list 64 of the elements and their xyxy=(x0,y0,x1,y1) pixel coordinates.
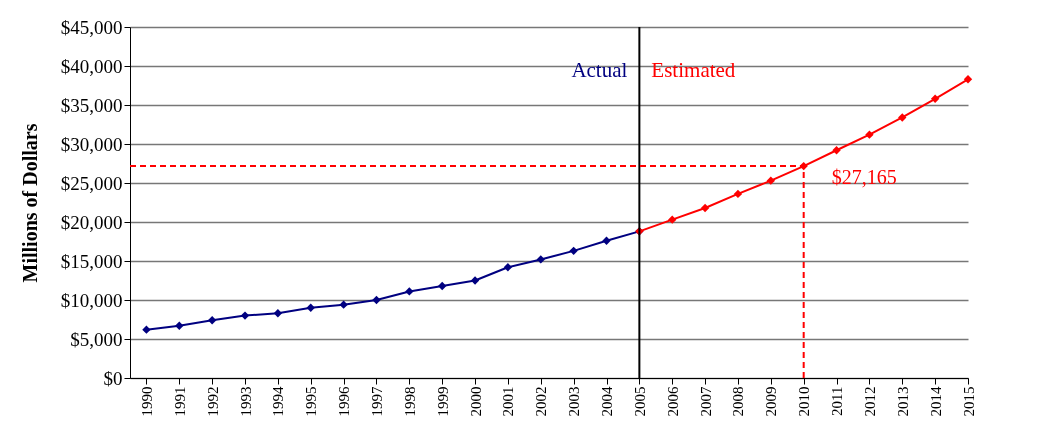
x-tick-label: 2003 xyxy=(566,386,583,417)
point xyxy=(536,255,545,264)
x-tick-label: 2001 xyxy=(500,386,517,417)
point xyxy=(142,325,151,334)
point xyxy=(832,146,841,155)
point xyxy=(898,113,907,122)
x-tick-label: 2015 xyxy=(960,386,977,417)
x-tick-label: 1996 xyxy=(336,386,353,417)
point xyxy=(733,189,743,199)
y-tick-label: $25,000 xyxy=(60,172,123,194)
point xyxy=(240,311,250,320)
y-tick-label: $40,000 xyxy=(60,55,123,77)
y-tick-label: $5,000 xyxy=(70,328,123,350)
y-tick-label: $20,000 xyxy=(60,211,123,233)
y-tick-label: $45,000 xyxy=(60,16,123,38)
point xyxy=(372,295,381,305)
point xyxy=(700,203,710,213)
text: Estimated xyxy=(651,58,736,82)
point xyxy=(207,316,217,325)
x-tick-label: 2000 xyxy=(467,386,484,417)
x-tick-label: 1993 xyxy=(237,386,254,417)
point xyxy=(766,176,776,185)
x-tick-label: 2006 xyxy=(664,386,681,417)
y-tick-label: $15,000 xyxy=(60,250,123,272)
x-tick-label: 2010 xyxy=(796,386,813,417)
x-tick-label: 1998 xyxy=(401,386,418,417)
point xyxy=(569,246,578,256)
y-tick-label: $10,000 xyxy=(60,289,123,311)
point xyxy=(438,281,447,291)
point xyxy=(963,75,973,84)
x-tick-label: 2004 xyxy=(599,386,616,417)
x-tick-label: 2002 xyxy=(533,386,550,417)
x-tick-label: 2005 xyxy=(631,386,648,417)
x-tick-label: 2011 xyxy=(829,386,846,416)
y-tick-label: $0 xyxy=(103,367,123,389)
x-tick-label: 1994 xyxy=(270,386,287,417)
point xyxy=(930,94,940,103)
point xyxy=(503,263,513,272)
point xyxy=(602,236,611,245)
annotation: $27,165 xyxy=(831,166,897,189)
point xyxy=(273,309,283,318)
y-tick-label: $30,000 xyxy=(60,133,123,155)
x-tick-label: 1997 xyxy=(368,386,385,417)
x-tick-label: 2012 xyxy=(861,386,878,417)
x-tick-label: 2013 xyxy=(894,386,911,417)
x-tick-label: 2014 xyxy=(927,386,944,417)
y-axis-title: Millions of Dollars xyxy=(18,123,41,283)
x-tick-label: 2009 xyxy=(763,386,780,417)
point xyxy=(339,300,348,309)
y-tick-label: $35,000 xyxy=(60,94,123,116)
x-tick-label: 1992 xyxy=(204,386,221,417)
text: Actual xyxy=(571,58,628,82)
point xyxy=(865,130,874,139)
point xyxy=(668,215,677,224)
x-tick-label: 1991 xyxy=(171,386,188,417)
x-tick-label: 1995 xyxy=(303,386,320,417)
x-tick-label: 1990 xyxy=(138,386,155,417)
point xyxy=(306,303,315,312)
point xyxy=(175,321,184,330)
point xyxy=(405,287,414,296)
x-tick-label: 2007 xyxy=(697,386,714,417)
point xyxy=(470,276,480,285)
x-tick-label: 1999 xyxy=(434,386,451,417)
x-tick-label: 2008 xyxy=(730,386,747,417)
